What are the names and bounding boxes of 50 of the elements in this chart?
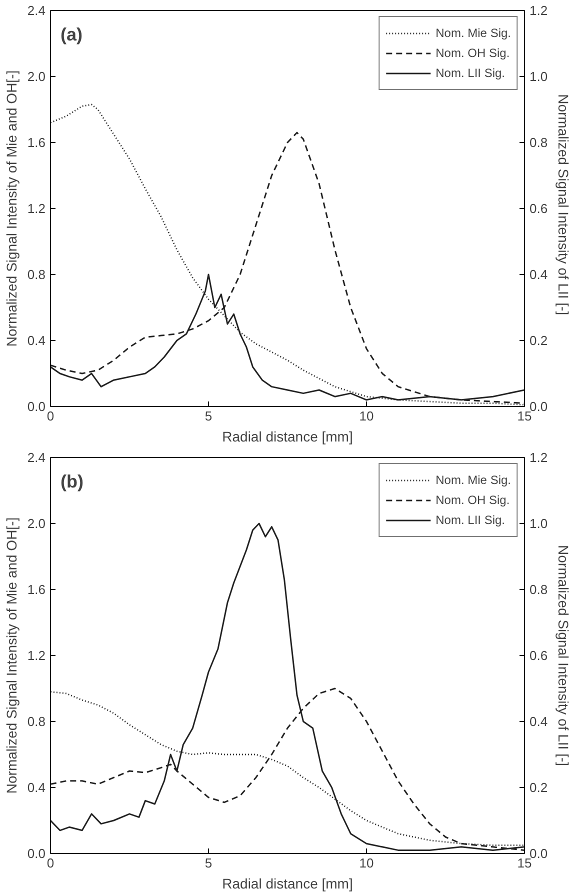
legend-label: Nom. OH Sig. <box>436 493 510 507</box>
y2-tick-label: 0.8 <box>530 582 548 597</box>
y-tick-label: 1.2 <box>27 201 46 216</box>
y-tick-label: 0.0 <box>27 399 46 414</box>
legend-label: Nom. LII Sig. <box>436 66 505 80</box>
y2-tick-label: 0.6 <box>530 201 548 216</box>
y2-tick-label: 0.2 <box>530 780 548 795</box>
y2-tick-label: 1.0 <box>530 69 548 84</box>
y2-tick-label: 1.2 <box>530 3 548 18</box>
y2-tick-label: 0.0 <box>530 399 548 414</box>
y-tick-label: 2.0 <box>27 69 46 84</box>
y2-tick-label: 0.0 <box>530 846 548 861</box>
y-axis-title: Normalized Signal Intensity of Mie and OH[-] <box>3 517 20 794</box>
x-tick-label: 5 <box>204 408 212 424</box>
y-tick-label: 1.6 <box>27 135 46 150</box>
y-tick-label: 0.4 <box>27 780 46 795</box>
x-axis-title: Radial distance [mm] <box>222 876 353 892</box>
legend-label: Nom. Mie Sig. <box>436 473 511 487</box>
x-tick-label: 5 <box>204 856 212 870</box>
text: (b) <box>60 472 84 492</box>
y-tick-label: 2.4 <box>27 3 46 18</box>
y-tick-label: 1.2 <box>27 648 46 663</box>
y2-axis-title: Normalized Signal Intensity of LII [-] <box>556 545 572 766</box>
y-tick-label: 2.4 <box>27 450 46 465</box>
x-tick-label: 15 <box>517 408 532 424</box>
y2-tick-label: 0.4 <box>530 267 548 282</box>
text: (a) <box>60 24 83 44</box>
y-axis-title: Normalized Signal Intensity of Mie and OH[-] <box>3 70 20 347</box>
x-tick-label: 0 <box>46 856 54 870</box>
y-tick-label: 0.8 <box>27 267 46 282</box>
x-tick-label: 15 <box>517 856 532 870</box>
y-tick-label: 1.6 <box>27 582 46 597</box>
y-tick-label: 0.4 <box>27 333 46 348</box>
y2-tick-label: 0.2 <box>530 333 548 348</box>
y2-tick-label: 1.0 <box>530 516 548 531</box>
y2-tick-label: 0.4 <box>530 714 548 729</box>
y2-tick-label: 1.2 <box>530 450 548 465</box>
x-axis-title: Radial distance [mm] <box>222 428 353 444</box>
y2-axis-title: Normalized Signal Intensity of LII [-] <box>556 94 572 316</box>
y2-tick-label: 0.8 <box>530 135 548 150</box>
y-tick-label: 2.0 <box>27 516 46 531</box>
y-tick-label: 0.8 <box>27 714 46 729</box>
x-tick-label: 10 <box>359 408 374 424</box>
x-tick-label: 0 <box>46 408 54 424</box>
legend-label: Nom. LII Sig. <box>436 513 505 527</box>
legend-label: Nom. Mie Sig. <box>436 26 511 40</box>
legend-label: Nom. OH Sig. <box>436 46 510 60</box>
y-tick-label: 0.0 <box>27 846 46 861</box>
y2-tick-label: 0.6 <box>530 648 548 663</box>
x-tick-label: 10 <box>359 856 374 870</box>
